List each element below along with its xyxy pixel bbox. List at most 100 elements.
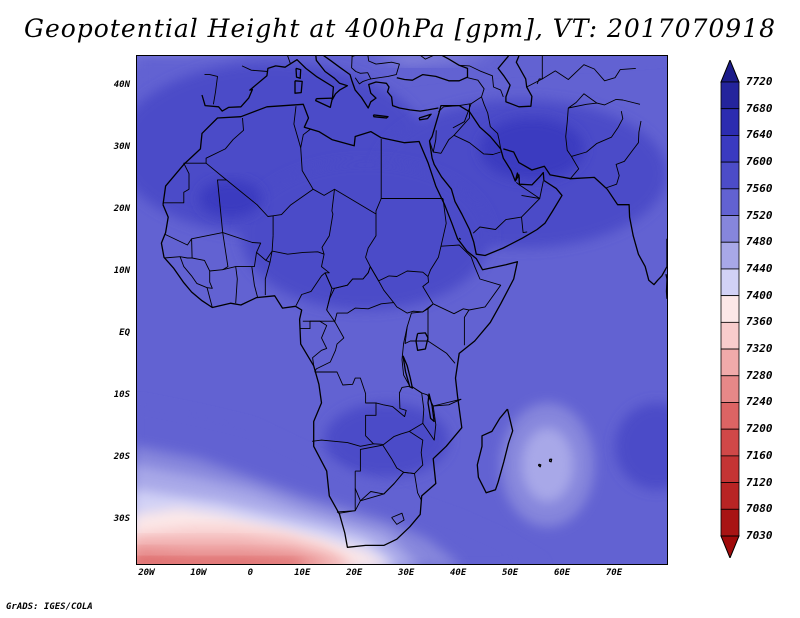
sardinia (294, 80, 303, 94)
colorbar-label: 7560 (746, 181, 773, 195)
red-sea-islands (458, 237, 462, 240)
colorbar-label: 7160 (746, 448, 773, 462)
map-panel (136, 55, 668, 565)
colorbar-label: 7680 (746, 101, 773, 115)
colorbar-swatch-7520 (720, 215, 740, 243)
border-angola-south (312, 439, 383, 447)
colorbar-swatch-7360 (720, 321, 740, 350)
colorbar-swatch-7720 (720, 81, 740, 110)
border-europe-6 (354, 77, 371, 85)
border-drc-east (314, 326, 411, 418)
colorbar-swatch-7160 (720, 455, 740, 483)
border-central-asia-3 (568, 93, 598, 109)
iran-coastline (503, 148, 667, 286)
sicily (315, 97, 334, 109)
colorbar-label: 7120 (746, 475, 773, 489)
border-botswana (354, 444, 405, 502)
border-congo-drc (314, 320, 345, 373)
colorbar-label: 7360 (746, 315, 773, 329)
border-central-asia-2 (536, 56, 543, 85)
cyprus (418, 113, 432, 121)
field-cell-3 (324, 402, 449, 478)
colorbar-swatch-7640 (720, 135, 740, 163)
colorbar-label: 7520 (746, 208, 773, 222)
border-west-africa-2 (192, 257, 213, 308)
border-caucasus (459, 64, 504, 98)
lon-tick-label: 0 (247, 568, 254, 578)
colorbar-label: 7480 (746, 235, 773, 249)
lon-tick-label: 10W (190, 568, 207, 578)
colorbar-label: 7320 (746, 342, 773, 356)
border-europe-1 (241, 65, 268, 72)
lat-tick-label: 30N (113, 141, 130, 152)
colorbar-swatch-7080 (720, 508, 740, 537)
lon-tick-label: 40E (450, 568, 467, 578)
border-south-africa (336, 471, 423, 513)
border-benin-nigeria (264, 259, 271, 296)
border-ukraine (420, 56, 434, 60)
border-western-sahara (163, 162, 207, 204)
caspian-sea (497, 56, 533, 108)
border-gabon-congo (299, 320, 328, 366)
lake-malawi (427, 393, 435, 423)
border-pakistan-india (605, 120, 642, 189)
europe-coastline (201, 56, 349, 112)
lat-tick-label: 20N (113, 203, 130, 214)
colorbar-label: 7280 (746, 368, 773, 382)
coastlines (160, 56, 667, 548)
madagascar-coastline (476, 408, 514, 494)
border-jordan (433, 151, 442, 154)
lon-tick-label: 20E (346, 568, 363, 578)
border-arabia-1 (440, 134, 501, 155)
border-car (326, 266, 395, 311)
border-ethiopia-somalia (433, 256, 502, 315)
border-israel (429, 130, 437, 153)
colorbar-swatch-7600 (720, 161, 740, 190)
border-sudan-ethiopia (427, 198, 447, 277)
colorbar-swatch-7680 (720, 108, 740, 136)
border-tanzania (411, 385, 462, 407)
colorbar-swatch-7120 (720, 482, 740, 510)
border-europe-3 (287, 56, 291, 64)
border-afghanistan (568, 98, 641, 109)
corsica (295, 67, 302, 79)
north-band-3 (376, 56, 491, 66)
colorbar-label: 7440 (746, 261, 773, 275)
colorbar-label: 7200 (746, 422, 773, 436)
border-eritrea (440, 244, 472, 258)
border-iraq-iran (481, 96, 502, 149)
lon-tick-label: 70E (605, 568, 623, 578)
south-band-8 (137, 557, 304, 564)
map-title: Geopotential Height at 400hPa [gpm], VT:… (23, 14, 777, 43)
arabia-coastline (428, 104, 563, 257)
border-west-africa-3 (222, 266, 238, 304)
colorbar-swatch-7240 (720, 402, 740, 430)
field-cell-2 (240, 161, 491, 310)
lat-tick-label: EQ (119, 327, 130, 338)
colorbar-label: 7720 (746, 75, 773, 88)
border-pakistan (571, 111, 624, 157)
border-libya-egypt (375, 139, 382, 214)
mauritius (548, 458, 553, 463)
colorbar-label: 7600 (746, 155, 773, 169)
border-nigeria (269, 251, 273, 263)
border-syria-iraq (452, 103, 472, 129)
colorbar-label: 7400 (746, 288, 773, 302)
border-west-africa-1 (163, 238, 193, 259)
border-guinea (179, 256, 208, 289)
border-arabia-4 (521, 217, 528, 234)
border-algeria-mali (226, 179, 274, 236)
lat-tick-label: 40N (113, 79, 130, 90)
border-turkey-east (467, 77, 485, 105)
persian-gulf-qatar (514, 172, 521, 182)
colorbar-swatch-7280 (720, 375, 740, 403)
border-libya-south (312, 188, 377, 215)
africa-coastline (160, 103, 519, 548)
border-europe-5 (351, 56, 400, 80)
colorbar-swatch-7560 (720, 188, 740, 216)
colorbar-swatch-7440 (720, 268, 740, 297)
colorbar-label: 7080 (746, 502, 773, 516)
border-niger-chad (272, 189, 335, 255)
border-zimbabwe-zambia (382, 385, 425, 446)
lat-tick-label: 10N (113, 265, 130, 276)
